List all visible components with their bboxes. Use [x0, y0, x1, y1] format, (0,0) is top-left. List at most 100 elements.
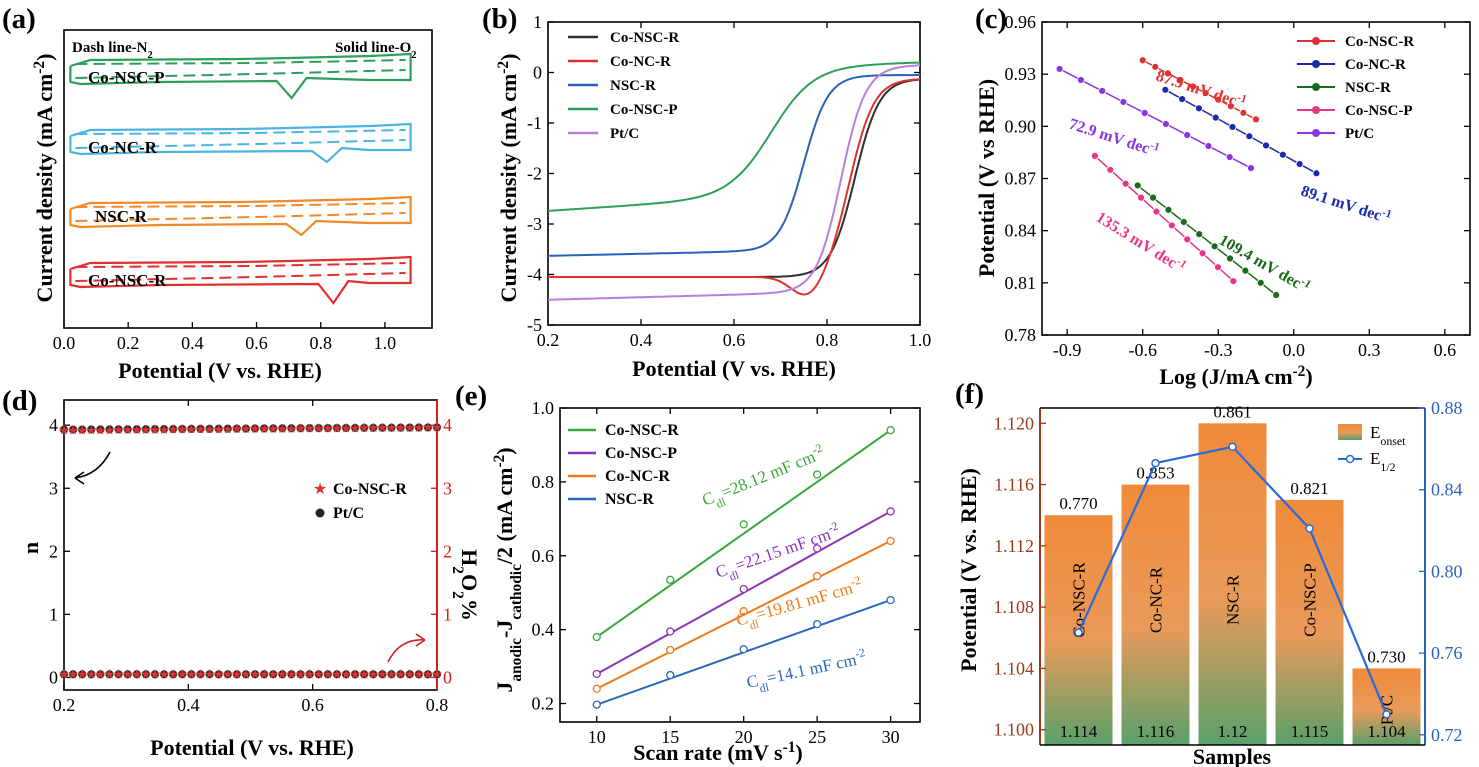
h2o2-point-Co-NSC-R: ★ — [258, 667, 270, 682]
tafel-point-Co-NSC-R — [1151, 62, 1160, 71]
h2o2-point-Pt/C — [187, 669, 196, 679]
h2o2-point-Pt/C — [214, 669, 223, 679]
y-axis-title-d-part: n — [18, 542, 43, 554]
y-axis-title-c: Potential (V vs RHE) — [974, 79, 999, 277]
cdl-label-NSC-R-part: dl — [758, 680, 771, 696]
cdl-point-Co-NSC-R — [739, 520, 748, 529]
tafel-point-Co-NSC-R — [1201, 89, 1210, 98]
lsv-curve-NSC-R — [548, 74, 920, 257]
h2o2-point-Pt/C — [205, 669, 214, 679]
n-point-Co-NSC-R: ★ — [231, 421, 243, 436]
n-point-Pt/C — [141, 424, 151, 434]
y-axis-c-label: 0.81 — [1005, 273, 1037, 293]
x-axis-d-label: 0.2 — [53, 695, 76, 715]
n-point-Pt/C — [268, 424, 278, 433]
y-axis-title-d: n — [18, 542, 43, 554]
n-point-Co-NSC-R: ★ — [304, 421, 316, 436]
h2o2-point-Co-NSC-R: ★ — [395, 667, 407, 682]
legend-label-Pt/C: Pt/C — [610, 126, 639, 142]
tafel-point-Pt/C — [1183, 131, 1192, 139]
y-axis-f-label: 1.120 — [994, 413, 1035, 433]
panel-letter-d: (d) — [2, 385, 37, 417]
h2o2-point-Pt/C — [414, 669, 424, 679]
arrow-to-right-axis — [387, 639, 426, 663]
n-point-Pt/C — [296, 423, 305, 433]
legend-label-Co-NSC-P: Co-NSC-P — [605, 445, 677, 462]
tafel-point-Pt/C — [1247, 164, 1255, 172]
n-point-Pt/C — [414, 423, 424, 432]
tafel-point-NSC-R — [1149, 193, 1157, 202]
tafel-point-Pt/C — [1119, 98, 1128, 106]
n-point-Pt/C — [123, 424, 132, 434]
y-axis-title-e-part: cathodic — [508, 564, 525, 620]
tafel-point-Co-NC-R — [1295, 160, 1304, 168]
h2o2-point-Co-NSC-R: ★ — [331, 667, 343, 682]
x-axis-title-a-part: Potential (V vs. RHE) — [118, 358, 322, 383]
tafel-point-Co-NC-R — [1262, 141, 1270, 150]
y2-axis-d-label: 0 — [443, 667, 452, 687]
h2o2-point-Pt/C — [305, 669, 314, 679]
n-point-Pt/C — [232, 424, 242, 433]
half-point-Co-NSC-P — [1305, 524, 1314, 533]
n-point-Co-NSC-R: ★ — [113, 422, 125, 437]
n-point-Pt/C — [105, 425, 114, 434]
n-point-Co-NSC-R: ★ — [85, 422, 97, 437]
y-axis-e-label: 0.2 — [532, 694, 555, 714]
x-axis-title-c-part: ) — [1305, 364, 1312, 389]
y-axis-d-label: 0 — [49, 667, 58, 687]
bar-value-NSC-R: 1.12 — [1218, 722, 1248, 741]
x-axis-c-label: 0.6 — [1434, 340, 1457, 360]
category-label-NSC-R: NSC-R — [1224, 574, 1243, 625]
h2o2-point-Co-NSC-R: ★ — [158, 667, 170, 682]
legend-label-NSC-R: NSC-R — [605, 491, 654, 508]
h2o2-point-Co-NSC-R: ★ — [377, 667, 389, 682]
cv-dash-bottom-Co-NSC-R — [75, 272, 406, 282]
x-axis-b-label: 0.6 — [723, 330, 746, 350]
y2-axis-title-d-part: O — [457, 574, 482, 591]
legend-label-half-part: 1/2 — [1380, 460, 1395, 474]
slope-label-Pt/C: 72.9 mV dec-1 — [1067, 114, 1162, 161]
y2-axis-d-label: 3 — [443, 478, 452, 498]
panel-letter-e: (e) — [455, 380, 487, 412]
cdl-label-Co-NC-R: Cdl=19.81 mF cm-2 — [733, 573, 866, 636]
x-axis-b-label: 0.4 — [630, 330, 653, 350]
x-axis-b-label: 0.2 — [537, 330, 560, 350]
y-axis-e-label: 0.4 — [532, 620, 555, 640]
n-point-Pt/C — [259, 424, 269, 433]
tafel-point-Co-NSC-P — [1229, 277, 1238, 285]
n-point-Co-NSC-R: ★ — [340, 420, 352, 435]
half-value-Co-NSC-R: 0.770 — [1059, 494, 1097, 513]
tafel-point-Pt/C — [1162, 120, 1170, 128]
plot-frame-b — [547, 21, 921, 326]
panel-letter-c: (c) — [975, 3, 1007, 35]
h2o2-point-Pt/C — [159, 669, 169, 679]
cdl-label-Co-NC-R-part: -2 — [849, 573, 862, 589]
slope-label-Co-NC-R: 89.1 mV dec-1 — [1299, 181, 1394, 228]
x-axis-a-label: 0.2 — [117, 333, 140, 353]
n-point-Co-NSC-R: ★ — [286, 421, 298, 436]
n-point-Pt/C — [59, 425, 69, 434]
slope-label-NSC-R: 109.4 mV dec-1 — [1216, 230, 1313, 297]
panel-letter-b: (b) — [482, 3, 517, 35]
n-point-Co-NSC-R: ★ — [95, 422, 107, 437]
h2o2-point-Co-NSC-R: ★ — [222, 667, 234, 682]
n-point-Pt/C — [132, 424, 142, 434]
h2o2-point-Pt/C — [141, 669, 151, 679]
h2o2-point-Co-NSC-R: ★ — [204, 667, 216, 682]
h2o2-point-Pt/C — [105, 669, 114, 679]
tafel-point-Co-NSC-P — [1090, 151, 1099, 160]
bar-Pt/C — [1352, 668, 1421, 745]
n-point-Pt/C — [423, 423, 433, 432]
h2o2-point-Pt/C — [332, 669, 342, 679]
n-point-Co-NSC-R: ★ — [377, 420, 389, 435]
y-axis-c-label: 0.78 — [1005, 325, 1037, 345]
slope-label-Co-NSC-P: 135.3 mV dec-1 — [1093, 207, 1189, 277]
cdl-point-Co-NC-R — [666, 645, 675, 655]
cdl-point-Co-NC-R — [886, 536, 895, 546]
y-axis-d-label: 3 — [49, 478, 58, 498]
y-axis-c-label: 0.84 — [1005, 221, 1037, 241]
cdl-label-NSC-R-part: -2 — [854, 645, 867, 661]
legend-label-onset-part: onset — [1380, 434, 1406, 448]
half-value-Co-NSC-P: 0.821 — [1290, 479, 1328, 498]
panel-d: 0.2 0.4 0.6 0.8 0 1 2 3 4 0 1 2 3 4 Potential (V vs. R… — [18, 399, 482, 760]
